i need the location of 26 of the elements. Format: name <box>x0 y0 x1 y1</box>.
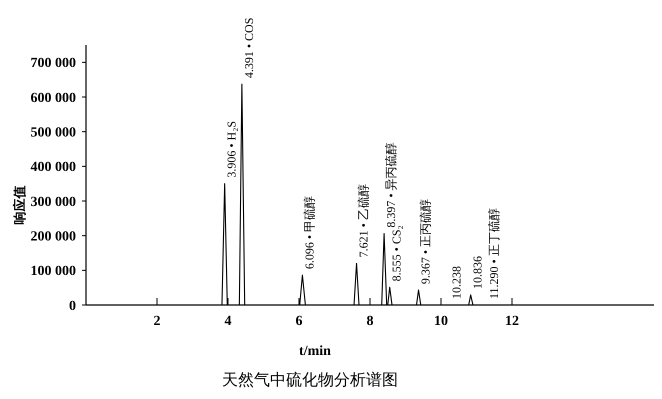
annotation: 4.391 • COS <box>242 18 256 78</box>
y-tick-label: 700 000 <box>30 56 76 72</box>
y-tick-label: 500 000 <box>30 126 76 141</box>
y-tick-label: 300 000 <box>30 194 76 210</box>
y-axis-title: 响应值 <box>12 186 27 224</box>
x-tick-label: 8 <box>366 314 374 329</box>
annotation: 7.621 • 乙硫醇 <box>356 184 371 258</box>
x-tick-label: 2 <box>154 314 160 329</box>
y-tick-label: 600 000 <box>30 90 76 106</box>
annotation: 10.238 <box>449 266 464 299</box>
x-tick-label: 12 <box>505 314 519 329</box>
x-axis-title: t/min <box>299 344 332 359</box>
annotation: 9.367 • 正丙硫醇 <box>418 198 433 284</box>
x-tick-label: 6 <box>296 314 302 329</box>
annotation: 10.836 <box>470 256 485 289</box>
annotation: 8.397 • 异丙硫醇 <box>384 142 398 228</box>
annotation: 11.290 • 正丁硫醇 <box>486 208 501 299</box>
text: 天然气中硫化物分析谱图 <box>222 371 398 389</box>
y-tick-label: 400 000 <box>30 160 76 176</box>
y-tick-label: 0 <box>69 298 76 314</box>
y-tick-label: 100 000 <box>30 264 76 280</box>
annotation: 6.096 • 甲硫醇 <box>302 196 316 270</box>
y-tick-label: 200 000 <box>30 230 76 245</box>
x-tick-label: 10 <box>434 314 448 329</box>
x-tick-label: 4 <box>224 314 232 329</box>
annotation: 3.906 • H₂S <box>224 120 239 178</box>
